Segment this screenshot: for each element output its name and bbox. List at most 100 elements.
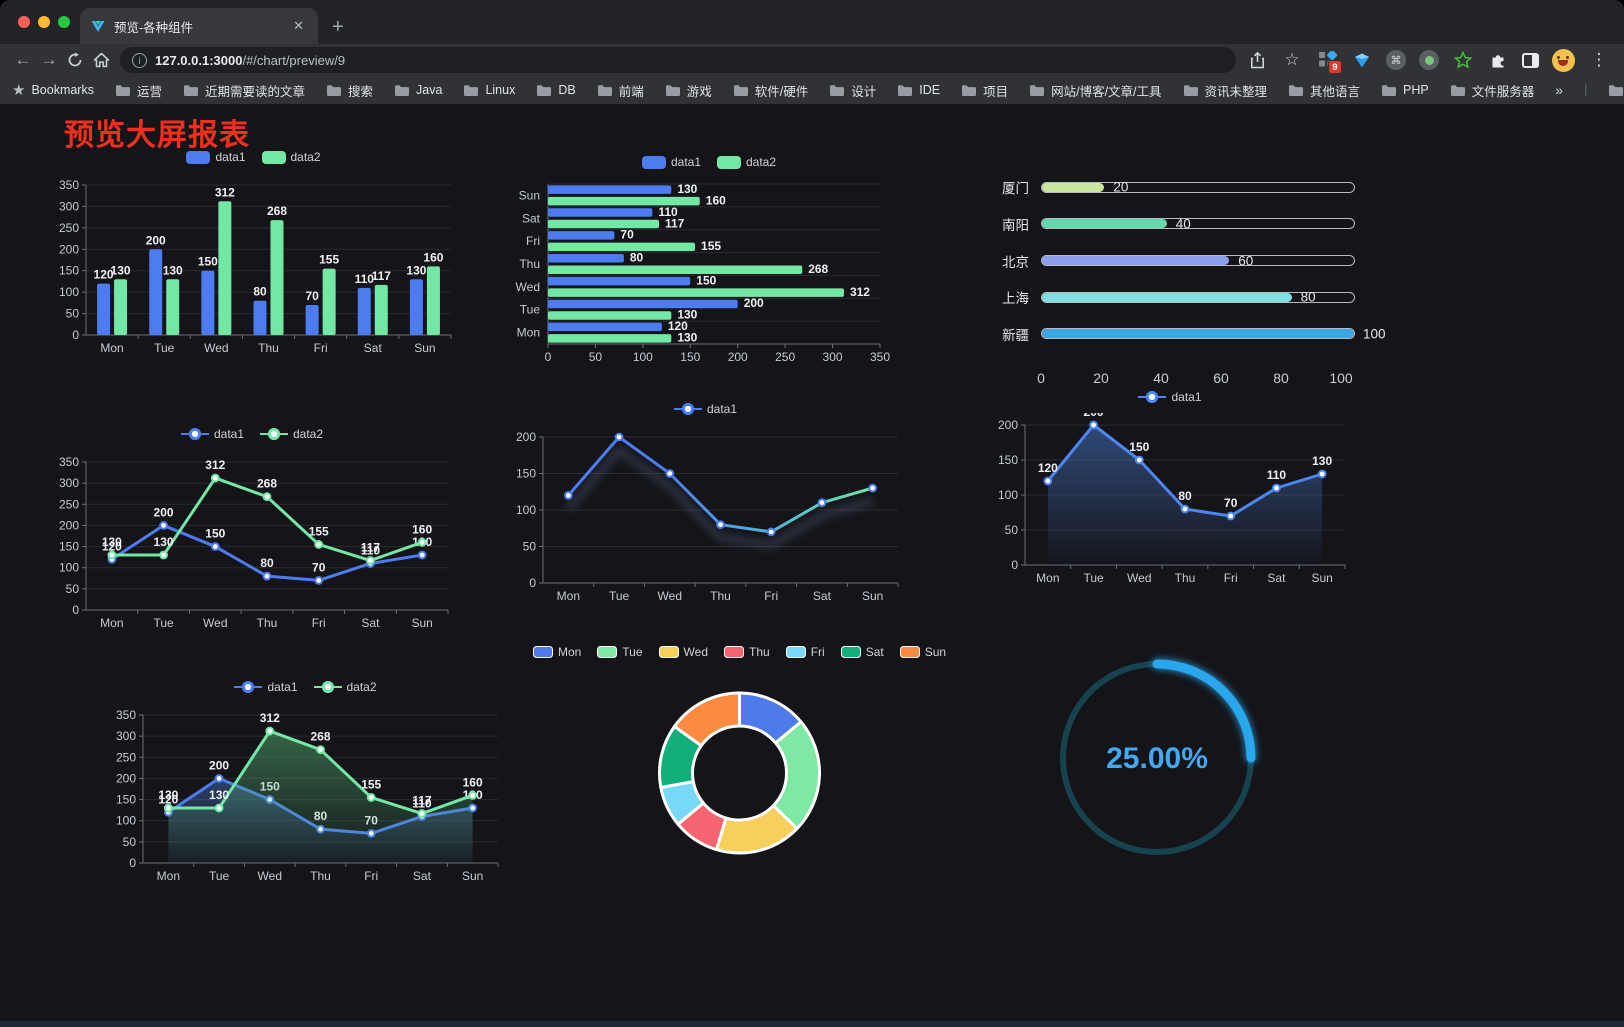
side-panel-icon[interactable] [1522,52,1539,68]
legend-item[interactable]: data2 [717,155,776,169]
svg-text:350: 350 [116,708,136,722]
bookmark-folder[interactable]: 前端 [597,81,644,100]
vue-devtools-icon[interactable] [1351,49,1373,71]
legend-item[interactable]: data1 [180,427,244,441]
axis-tick-label: 20 [1093,370,1109,387]
legend-item[interactable]: data2 [261,150,321,164]
bookmark-folder[interactable]: Java [394,81,442,100]
other-bookmarks[interactable]: 其他书签 [1608,81,1624,100]
legend-item[interactable]: data1 [234,680,298,694]
shortcut-extension-icon[interactable]: ⌘ [1386,50,1406,70]
svg-text:Wed: Wed [1127,571,1151,585]
legend-item[interactable]: data1 [186,150,246,164]
svg-text:200: 200 [1084,413,1104,419]
chart-legend: data1 data2 [103,679,508,695]
profile-avatar[interactable] [1552,48,1575,72]
legend-item[interactable]: Sun [899,645,946,659]
bookmark-folder[interactable]: 近期需要读的文章 [183,81,305,100]
bookmark-star-icon[interactable]: ☆ [1284,50,1300,69]
bookmark-folder[interactable]: 其他语言 [1288,81,1360,100]
tab-close-icon[interactable]: ✕ [293,18,304,33]
svg-text:150: 150 [198,255,218,269]
svg-text:0: 0 [72,328,79,342]
chart-canvas[interactable]: 0 50 100 150 200 250 300 350 Mon Tue Wed Thu Fri Sat S… [46,450,458,636]
legend-item[interactable]: data1 [1138,390,1202,404]
legend-line-marker [234,681,263,693]
legend-item[interactable]: Tue [597,645,643,659]
star-extension-icon[interactable] [1452,49,1474,71]
bookmark-folder[interactable]: 软件/硬件 [733,81,808,100]
chart-canvas[interactable]: 0 50 100 150 200 250 300 350 Mon Tue Wed Thu Fri Sat S… [46,173,461,361]
folder-icon [898,84,913,96]
reload-button[interactable] [62,52,88,68]
bookmark-folder[interactable]: DB [536,81,576,100]
svg-text:312: 312 [260,711,280,725]
share-icon[interactable] [1246,49,1268,71]
chart-canvas[interactable]: 25.00% [1038,639,1276,877]
svg-text:160: 160 [463,775,483,789]
bookmark-folder[interactable]: 搜索 [326,81,373,100]
bookmark-folder[interactable]: 运营 [115,81,162,100]
legend-item[interactable]: Wed [658,645,708,659]
bookmarks-overflow-chevron[interactable]: » [1555,82,1564,98]
chart-legend: data1 data2 [46,426,458,442]
svg-text:Tue: Tue [154,341,175,355]
legend-item[interactable]: data1 [641,155,701,169]
bookmark-folder[interactable]: 网站/博客/文章/工具 [1029,81,1162,100]
svg-text:200: 200 [146,233,166,247]
legend-item[interactable]: data2 [260,427,323,441]
bookmark-folder[interactable]: 游戏 [665,81,712,100]
svg-text:Wed: Wed [658,589,682,603]
forward-button[interactable]: → [40,50,58,69]
legend-item[interactable]: Sat [840,645,884,659]
chart-legend: data1 data2 [46,149,461,165]
legend-item[interactable]: Mon [532,645,581,659]
bookmark-folder[interactable]: Linux [463,81,515,100]
svg-text:25.00%: 25.00% [1106,742,1208,775]
home-button[interactable] [88,52,114,68]
site-info-icon[interactable]: i [132,52,147,68]
url-bar[interactable]: i 127.0.0.1:3000/#/chart/preview/9 [120,47,1236,73]
chart-canvas[interactable]: 0 50 100 150 200 Mon Tue Wed Thu Fri Sat Sun 120 200 1… [985,405,1355,591]
bookmark-folder[interactable]: IDE [897,81,940,100]
svg-text:150: 150 [59,264,79,278]
bookmark-folder[interactable]: 项目 [961,81,1008,100]
svg-text:117: 117 [372,269,392,283]
browser-menu-icon[interactable]: ⋮ [1590,50,1608,69]
svg-text:160: 160 [423,250,443,264]
svg-text:0: 0 [545,350,552,364]
new-tab-button[interactable]: + [332,16,344,38]
bookmark-folder[interactable]: PHP [1381,81,1429,100]
svg-text:50: 50 [523,540,537,554]
progress-row: 上海 80 [985,279,1355,316]
svg-text:Tue: Tue [1083,571,1104,585]
browser-tab[interactable]: 预览-各种组件 ✕ [80,8,318,44]
svg-text:Tue: Tue [609,589,630,603]
minimize-window-button[interactable] [38,16,50,28]
extension-grid-icon[interactable]: 9 [1316,49,1342,74]
chart-canvas[interactable]: 0 50 100 150 200 250 300 350 Mon Tue Wed Thu Fri Sat S… [103,703,508,889]
svg-text:Sun: Sun [862,589,883,603]
legend-swatch [785,646,806,658]
bookmark-folder[interactable]: 文件服务器 [1450,81,1534,100]
maximize-window-button[interactable] [58,16,70,28]
progress-row: 北京 60 [985,242,1355,279]
progress-track: 100 [1041,326,1386,341]
close-window-button[interactable] [18,16,30,28]
legend-item[interactable]: Thu [724,645,770,659]
chart-bar-horizontal: data1 data2 0 50 100 150 200 250 300 350 Mon 120 130… [508,154,910,375]
back-button[interactable]: ← [14,50,32,69]
extensions-puzzle-icon[interactable] [1487,49,1509,71]
legend-swatch [261,150,286,164]
legend-item[interactable]: data2 [313,680,377,694]
legend-item[interactable]: data1 [673,402,737,416]
status-extension-icon[interactable] [1419,50,1439,70]
chart-canvas[interactable]: 0 50 100 150 200 Mon Tue Wed Thu Fri Sat Sun [503,425,908,609]
legend-item[interactable]: Fri [785,645,825,659]
bookmark-folder[interactable]: 设计 [829,81,876,100]
bookmark-folder[interactable]: 资讯未整理 [1183,81,1267,100]
chart-canvas[interactable] [552,668,927,870]
page-title: 预览大屏报表 [64,119,250,152]
bookmarks-manager[interactable]: ★ Bookmarks [12,82,94,99]
